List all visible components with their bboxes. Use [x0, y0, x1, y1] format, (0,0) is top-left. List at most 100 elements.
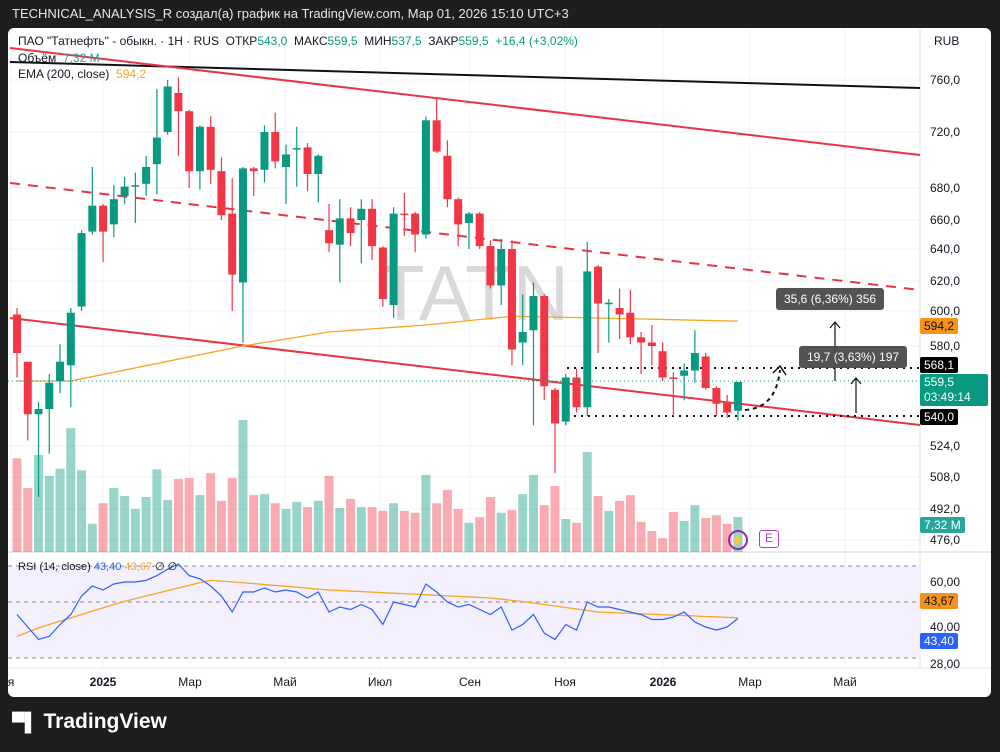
- candles: [13, 77, 742, 497]
- candle: [335, 199, 344, 283]
- candle: [669, 372, 678, 416]
- candle: [464, 212, 473, 249]
- lightning-icon[interactable]: ⚡: [728, 530, 748, 550]
- high-label: МАКС: [294, 34, 328, 48]
- candle-body: [260, 132, 269, 170]
- candle-body: [282, 154, 290, 167]
- price-tick: 720,0: [930, 125, 960, 139]
- price-tick: 660,0: [930, 213, 960, 227]
- symbol-legend[interactable]: ПАО "Татнефть" - обыкн. · 1Н · RUS ОТКР5…: [18, 34, 578, 48]
- measure-label-2[interactable]: 19,7 (3,63%) 197: [799, 346, 908, 368]
- volume-bars: [12, 420, 743, 552]
- time-tick: Май: [833, 675, 857, 689]
- tradingview-logo[interactable]: ▀▌ TradingView: [12, 710, 167, 734]
- time-tick: Июл: [367, 675, 393, 689]
- channel-top-line[interactable]: [9, 47, 921, 156]
- candle-body: [45, 382, 54, 409]
- price-tick: 524,0: [930, 439, 960, 453]
- volume-bar: [485, 497, 495, 552]
- candle: [529, 282, 538, 426]
- candle-body: [56, 361, 65, 381]
- ema-value: 594,2: [116, 67, 147, 81]
- volume-bar: [550, 486, 560, 552]
- volume-bar: [66, 428, 76, 552]
- candle-body: [325, 230, 334, 244]
- volume-bar: [539, 505, 549, 552]
- rsi-legend[interactable]: RSI (14, close) 43,40 43,67 ∅ ∅: [18, 560, 177, 573]
- logo-text: TradingView: [43, 710, 167, 733]
- candle-body: [443, 155, 452, 200]
- drawings: [9, 47, 921, 426]
- volume-bar: [303, 507, 313, 552]
- time-tick: 2026: [649, 675, 677, 689]
- volume-bar: [647, 530, 657, 552]
- time-tick: Май: [273, 675, 297, 689]
- change-value: +16,4 (+3,02%): [495, 34, 578, 48]
- channel-mid-line[interactable]: [9, 182, 921, 291]
- candle: [163, 80, 172, 135]
- projection-arrow[interactable]: [744, 369, 781, 411]
- open-value: 543,0: [257, 34, 288, 48]
- price-chart[interactable]: 60,00 40,00 28,00 TATN 760,0 720,0 680,0 660,…: [8, 28, 991, 697]
- volume-bar: [658, 538, 668, 552]
- candle: [486, 240, 495, 289]
- measure-label-1[interactable]: 35,6 (6,36%) 356: [776, 288, 885, 310]
- level-tag-low: 540,0: [920, 409, 959, 425]
- volume-bar: [238, 420, 248, 552]
- candle: [701, 353, 710, 390]
- volume-bar: [324, 475, 334, 552]
- candle: [282, 144, 290, 204]
- candle-body: [454, 199, 463, 225]
- candle: [271, 112, 280, 169]
- volume-bar: [163, 499, 173, 552]
- chart-panel[interactable]: 60,00 40,00 28,00 TATN 760,0 720,0 680,0 660,…: [8, 28, 991, 697]
- volume-bar: [378, 510, 388, 552]
- arrow-head-icon: [772, 364, 787, 376]
- candle-body: [206, 126, 215, 170]
- rsi-label: RSI (14, close): [18, 561, 91, 573]
- volume-bar: [98, 503, 108, 552]
- candle-body: [346, 218, 355, 234]
- candle: [658, 342, 667, 381]
- volume-label: Объём: [18, 51, 57, 65]
- candle-body: [249, 168, 258, 172]
- volume-bar: [173, 478, 183, 552]
- earnings-icon[interactable]: E: [759, 530, 779, 548]
- volume-bar: [270, 503, 280, 552]
- volume-bar: [227, 477, 237, 552]
- volume-bar: [313, 500, 323, 552]
- candle: [551, 388, 559, 474]
- candle: [432, 96, 441, 153]
- price-tick: 600,0: [930, 304, 960, 318]
- candle: [325, 204, 334, 253]
- candle-body: [551, 389, 559, 424]
- candle-body: [77, 233, 86, 307]
- candle-body: [195, 126, 204, 172]
- channel-bottom-line[interactable]: [9, 317, 921, 426]
- volume-bar: [690, 505, 700, 552]
- low-value: 537,5: [391, 34, 422, 48]
- volume-bar: [432, 503, 442, 552]
- volume-legend[interactable]: Объём 7,32 M: [18, 51, 100, 65]
- candle-body: [486, 246, 495, 286]
- ema-legend[interactable]: EMA (200, close) 594,2: [18, 67, 146, 81]
- volume-bar: [346, 498, 356, 552]
- candle-body: [13, 314, 21, 353]
- currency-label[interactable]: RUB: [934, 34, 960, 48]
- price-tick: 680,0: [930, 181, 960, 195]
- candle-body: [185, 111, 194, 172]
- time-tick: Сен: [459, 675, 481, 689]
- candle: [583, 241, 592, 416]
- candle: [88, 167, 97, 235]
- candle-body: [615, 308, 624, 315]
- time-tick: Мар: [178, 675, 202, 689]
- candle-body: [712, 388, 721, 404]
- rsi-ma-line: [16, 579, 738, 637]
- last-price-tag: 559,5 03:49:14: [920, 374, 988, 406]
- candle-body: [228, 213, 237, 275]
- rsi-ma-value: 43,67: [124, 561, 152, 573]
- close-value: 559,5: [458, 34, 489, 48]
- candle: [99, 204, 108, 262]
- trendline-black[interactable]: [9, 61, 921, 89]
- time-tick: 2025: [89, 675, 117, 689]
